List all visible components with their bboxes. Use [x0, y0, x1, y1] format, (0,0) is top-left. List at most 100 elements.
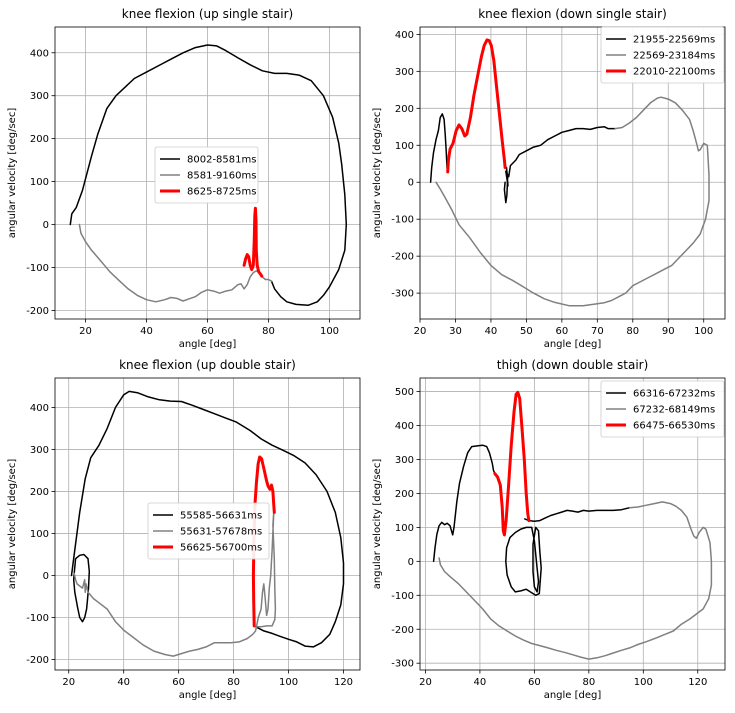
chart-panel-4: 20 40 60 80 100 120 -300 -200 -100 0 100 200 300 400 5… [372, 358, 726, 701]
axes-frame [419, 377, 726, 671]
y-tick-label: 0 [408, 178, 414, 189]
series-line-3 [73, 507, 277, 657]
y-tick-label: -300 [391, 659, 414, 670]
y-tick-label: 0 [408, 557, 414, 568]
series-group [429, 38, 710, 307]
legend-box [600, 26, 725, 84]
legend-box [147, 502, 270, 560]
series-group [69, 44, 348, 307]
legend-label: 66475-66530ms [633, 421, 715, 432]
y-tick-label: 0 [43, 571, 49, 582]
chart-panel-3: 20 40 60 80 100 120 -200 -100 0 100 200 300 400 knee … [7, 358, 361, 701]
y-tick-label: 400 [30, 48, 49, 59]
series-line-1 [69, 44, 348, 307]
x-tick-label: 20 [419, 677, 432, 688]
chart-title: knee flexion (down single stair) [478, 7, 667, 21]
x-tick-label: 20 [62, 677, 75, 688]
y-tick-label: -100 [391, 591, 414, 602]
x-tick-label: 70 [591, 326, 604, 337]
y-tick-label: 400 [30, 403, 49, 414]
x-axis-label: angle [deg] [179, 690, 237, 701]
y-tick-label: 100 [395, 523, 414, 534]
chart-panel-2: 20 30 40 50 60 70 80 90 100 -300 -200 -100 0 100 200 30… [372, 7, 726, 350]
x-tick-label: 100 [279, 677, 298, 688]
y-tick-label: 500 [395, 387, 414, 398]
legend-label: 22569-23184ms [633, 51, 715, 62]
legend-label: 22010-22100ms [633, 67, 715, 78]
y-axis-label: angular velocity [deg/sec] [372, 459, 383, 590]
x-tick-label: 120 [688, 677, 707, 688]
y-tick-label: 300 [395, 455, 414, 466]
legend-label: 8002-8581ms [187, 155, 256, 166]
legend: 55585-56631ms 55631-57678ms 56625-56700ms [147, 502, 270, 560]
y-tick-label: 300 [30, 91, 49, 102]
series-line-2 [524, 506, 631, 523]
y-tick-label: 400 [395, 30, 414, 41]
y-axis-label: angular velocity [deg/sec] [372, 108, 383, 239]
y-axis-label: angular velocity [deg/sec] [7, 108, 18, 239]
x-tick-label: 80 [626, 326, 639, 337]
x-tick-label: 50 [520, 326, 533, 337]
series-line-3 [435, 96, 710, 307]
y-tick-label: -200 [26, 306, 49, 317]
series-group [432, 390, 713, 660]
x-tick-label: 40 [474, 677, 487, 688]
x-tick-label: 20 [79, 326, 92, 337]
legend-box [154, 146, 259, 204]
y-tick-label: 100 [30, 529, 49, 540]
series-line-5 [493, 390, 531, 537]
y-tick-label: -100 [391, 215, 414, 226]
legend-label: 55631-57678ms [180, 527, 262, 538]
series-line-1 [432, 444, 496, 563]
x-tick-label: 100 [634, 677, 653, 688]
legend-box [600, 380, 725, 438]
series-line-3 [242, 206, 264, 278]
y-tick-label: 100 [30, 177, 49, 188]
legend-label: 66316-67232ms [633, 389, 715, 400]
y-tick-label: 0 [43, 220, 49, 231]
axes-frame [54, 377, 361, 671]
legend-label: 21955-22569ms [633, 35, 715, 46]
series-line-1 [70, 390, 345, 648]
x-tick-label: 60 [201, 326, 214, 337]
x-tick-label: 60 [172, 677, 185, 688]
y-tick-label: 200 [395, 104, 414, 115]
y-axis-label: angular velocity [deg/sec] [7, 459, 18, 590]
series-line-2 [503, 126, 616, 204]
x-tick-label: 40 [140, 326, 153, 337]
legend-label: 55585-56631ms [180, 511, 262, 522]
y-tick-label: 100 [395, 141, 414, 152]
legend-label: 8581-9160ms [187, 171, 256, 182]
x-tick-label: 90 [662, 326, 675, 337]
series-line-2 [78, 223, 273, 303]
x-tick-label: 60 [528, 677, 541, 688]
x-tick-label: 80 [227, 677, 240, 688]
x-tick-label: 40 [485, 326, 498, 337]
series-line-4 [438, 501, 713, 660]
y-tick-label: 300 [395, 67, 414, 78]
legend: 21955-22569ms 22569-23184ms 22010-22100ms [600, 26, 725, 84]
y-tick-label: -100 [26, 613, 49, 624]
x-axis-label: angle [deg] [544, 339, 602, 350]
x-tick-label: 20 [414, 326, 427, 337]
y-tick-label: 300 [30, 445, 49, 456]
legend: 8002-8581ms 8581-9160ms 8625-8725ms [154, 146, 259, 204]
x-tick-label: 120 [334, 677, 353, 688]
chart-title: knee flexion (up double stair) [119, 358, 296, 372]
legend-label: 8625-8725ms [187, 187, 256, 198]
y-tick-label: 200 [30, 487, 49, 498]
x-tick-label: 80 [262, 326, 275, 337]
chart-title: knee flexion (up single stair) [122, 7, 293, 21]
x-axis-label: angle [deg] [544, 690, 602, 701]
legend: 66316-67232ms 67232-68149ms 66475-66530ms [600, 380, 725, 438]
y-tick-label: -100 [26, 263, 49, 274]
series-line-3 [505, 526, 542, 597]
x-tick-label: 100 [694, 326, 713, 337]
chart-panel-1: 20 40 60 80 100 -200 -100 0 100 200 300 400 knee fle… [7, 7, 361, 350]
x-tick-label: 100 [320, 326, 339, 337]
y-tick-label: 400 [395, 421, 414, 432]
chart-title: thigh (down double stair) [497, 358, 649, 372]
series-line-2 [72, 553, 91, 623]
y-tick-label: 200 [395, 489, 414, 500]
